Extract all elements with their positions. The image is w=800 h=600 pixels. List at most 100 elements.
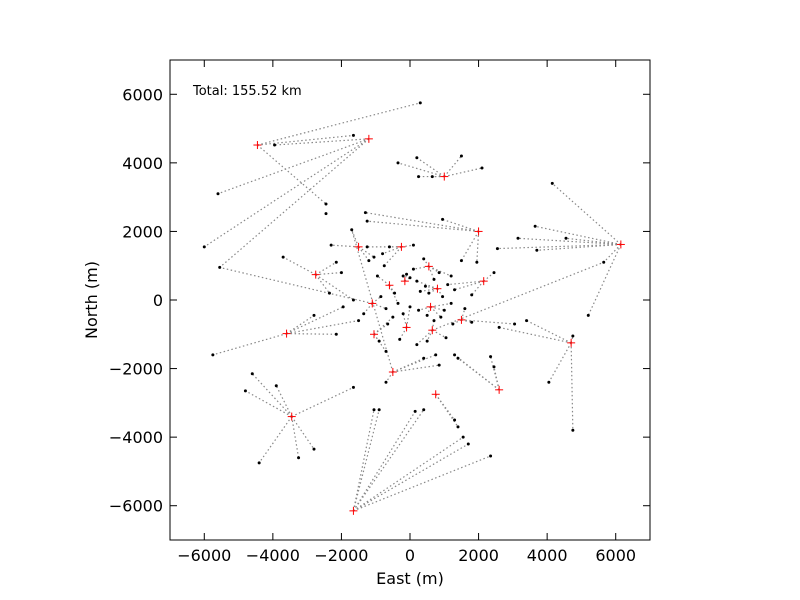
y-tick-label: −4000 [109,428,163,447]
station-point [362,312,366,316]
station-point [367,259,371,263]
station-point [413,409,417,413]
station-point [384,349,388,353]
station-point [513,322,517,326]
station-point [489,355,493,359]
station-point [427,291,431,295]
link-line [275,385,293,417]
station-point [453,353,457,357]
x-tick-label: −2000 [314,546,368,565]
link-line [219,138,370,268]
station-point [393,291,397,295]
station-point [456,425,460,429]
link-line [454,280,484,291]
station-point [602,260,606,264]
link-line [517,237,621,246]
link-line [443,155,462,177]
link-line [291,416,315,450]
link-line [426,306,432,316]
station-point [351,385,355,389]
link-line [432,261,604,331]
station-point [432,319,436,323]
y-tick-label: 0 [153,291,163,310]
link-line [365,211,479,233]
station-point [463,307,467,311]
link-line [565,237,621,246]
hub-point [364,134,373,143]
x-tick-label: 6000 [595,546,636,565]
link-line [352,409,380,512]
hub-point [388,368,397,376]
y-axis-ticks: −6000 −4000 −2000 0 2000 4000 6000 [109,85,650,516]
station-point [339,271,343,275]
station-point [430,175,434,179]
hub-point [440,172,449,181]
station-point [470,320,474,324]
link-line [257,102,421,146]
link-line [383,246,402,267]
total-annotation: Total: 155.52 km [192,84,302,99]
station-point [547,380,551,384]
station-point [274,384,278,388]
station-point [453,418,457,422]
station-point [489,454,493,458]
hub-point [402,323,411,332]
link-line [353,443,469,512]
link-line [402,313,408,328]
y-axis-label: North (m) [82,261,101,339]
link-line [428,265,452,277]
link-line [418,306,431,311]
station-point [516,236,520,240]
link-line [570,342,574,431]
link-line [423,258,430,267]
hub-point [311,270,320,279]
link-line [497,243,621,250]
link-line [436,288,444,297]
hub-point [424,262,433,271]
station-point [415,343,419,347]
link-line [461,319,472,323]
link-line [435,393,459,428]
hub-point [282,329,291,338]
station-point [422,408,426,412]
x-tick-label: 0 [405,546,415,565]
link-line [420,288,438,293]
station-point [351,133,355,137]
station-point [384,380,388,384]
y-tick-label: −6000 [109,497,163,516]
station-point [446,283,450,287]
station-point [586,313,590,317]
station-point [281,255,285,259]
station-point [384,307,388,311]
link-line [587,244,622,316]
station-point [533,224,537,228]
station-point [425,313,429,317]
link-line [291,386,354,418]
link-line [286,306,344,335]
station-point [423,284,427,288]
plot-area-frame [169,59,651,541]
link-line [431,320,435,331]
link-line [460,231,480,261]
hub-point [495,385,504,394]
station-point [377,339,381,343]
station-point [372,408,376,412]
link-line [444,167,483,178]
link-line [426,329,433,342]
station-point [351,298,355,302]
link-line [416,329,433,346]
link-line [493,366,500,390]
link-line [257,144,327,205]
station-point [480,166,484,170]
link-line [548,342,572,383]
station-point [535,248,539,252]
link-line [382,246,402,255]
station-point [327,291,331,295]
link-line [405,306,411,328]
y-tick-label: 2000 [122,222,163,241]
station-point [391,315,395,319]
hub-point [400,277,409,286]
station-point [243,389,247,393]
hub-point [457,315,466,324]
